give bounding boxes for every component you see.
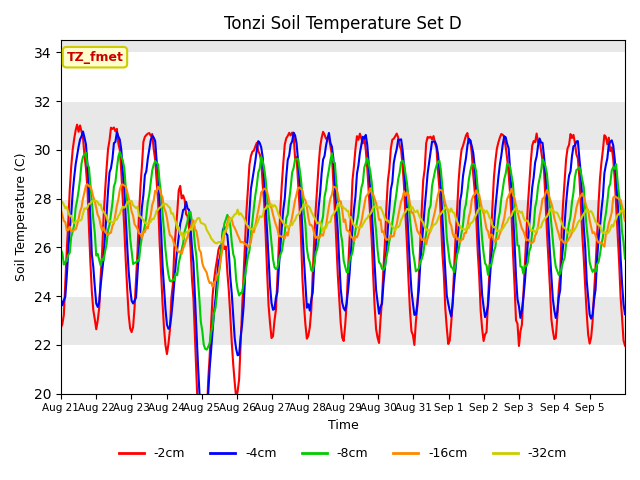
Bar: [61, 247, 625, 296]
Title: Tonzi Soil Temperature Set D: Tonzi Soil Temperature Set D: [224, 15, 462, 33]
Bar: [61, 52, 625, 101]
Bar: [61, 345, 625, 394]
Y-axis label: Soil Temperature (C): Soil Temperature (C): [15, 153, 28, 281]
Text: TZ_fmet: TZ_fmet: [67, 51, 124, 64]
X-axis label: Time: Time: [328, 419, 358, 432]
Legend: -2cm, -4cm, -8cm, -16cm, -32cm: -2cm, -4cm, -8cm, -16cm, -32cm: [114, 442, 572, 465]
Bar: [61, 150, 625, 199]
